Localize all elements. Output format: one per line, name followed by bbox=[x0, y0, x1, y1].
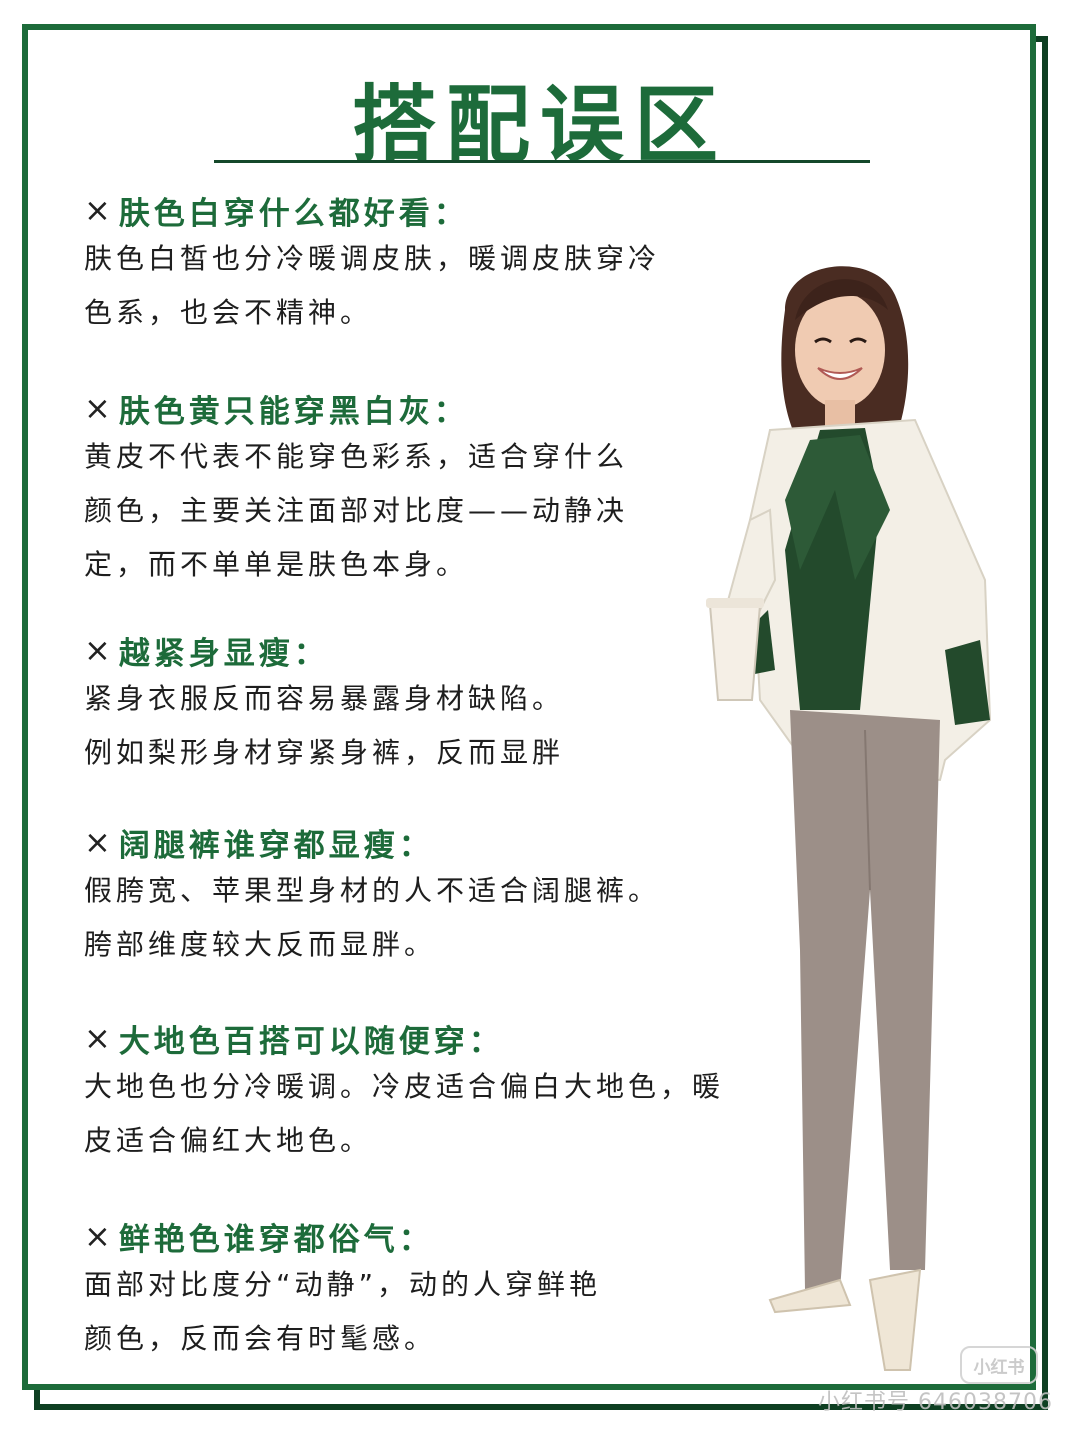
myth-heading: × 越紧身显瘦： bbox=[84, 628, 564, 672]
myth-body-line: 黄皮不代表不能穿色彩系，适合穿什么 bbox=[84, 440, 629, 473]
myth-heading: × 阔腿裤谁穿都显瘦： bbox=[84, 820, 660, 864]
myth-body-line: 面部对比度分“动静”，动的人穿鲜艳 bbox=[84, 1268, 602, 1301]
myth-body-line: 胯部维度较大反而显胖。 bbox=[84, 928, 437, 961]
myth-body-line: 定，而不单单是肤色本身。 bbox=[84, 548, 469, 581]
myth-heading-text: 肤色黄只能穿黑白灰： bbox=[118, 393, 469, 430]
cross-icon: × bbox=[84, 631, 115, 669]
myth-body-line: 紧身衣服反而容易暴露身材缺陷。 bbox=[84, 682, 565, 715]
woman-photo bbox=[706, 266, 992, 1371]
shoe-right bbox=[868, 1268, 922, 1371]
myth-heading: × 鲜艳色谁穿都俗气： bbox=[84, 1214, 601, 1258]
myth-heading: × 肤色黄只能穿黑白灰： bbox=[84, 386, 628, 430]
myth-heading-text: 鲜艳色谁穿都俗气： bbox=[118, 1221, 434, 1258]
trousers bbox=[790, 710, 940, 1290]
myth-heading: × 肤色白穿什么都好看： bbox=[84, 188, 660, 232]
myth-heading-text: 肤色白穿什么都好看： bbox=[118, 195, 469, 232]
myth-body-line: 颜色，反而会有时髦感。 bbox=[84, 1322, 437, 1355]
myth-body-line: 肤色白皙也分冷暖调皮肤，暖调皮肤穿冷 bbox=[84, 242, 661, 275]
myth-body-line: 色系，也会不精神。 bbox=[84, 296, 373, 329]
watermark-text: 小红书号 646038706 bbox=[818, 1390, 1053, 1415]
cross-icon: × bbox=[84, 823, 115, 861]
myth-body-line: 大地色也分冷暖调。冷皮适合偏白大地色，暖 bbox=[84, 1070, 725, 1103]
myth-heading-text: 越紧身显瘦： bbox=[118, 635, 329, 672]
myth-body-line: 皮适合偏红大地色。 bbox=[84, 1124, 373, 1157]
shoe-left bbox=[768, 1278, 852, 1314]
myth-heading: × 大地色百搭可以随便穿： bbox=[84, 1016, 724, 1060]
myth-item-4: × 阔腿裤谁穿都显瘦： 假胯宽、苹果型身材的人不适合阔腿裤。 胯部维度较大反而显… bbox=[84, 820, 660, 972]
face bbox=[795, 292, 885, 408]
myth-item-5: × 大地色百搭可以随便穿： 大地色也分冷暖调。冷皮适合偏白大地色，暖 皮适合偏红… bbox=[84, 1016, 724, 1168]
cross-icon: × bbox=[84, 389, 115, 427]
xiaohongshu-logo: 小红书 bbox=[960, 1346, 1038, 1384]
cross-icon: × bbox=[84, 1019, 115, 1057]
cross-icon: × bbox=[84, 1217, 115, 1255]
myth-heading-text: 阔腿裤谁穿都显瘦： bbox=[118, 827, 434, 864]
myth-body-line: 假胯宽、苹果型身材的人不适合阔腿裤。 bbox=[84, 874, 661, 907]
myth-item-6: × 鲜艳色谁穿都俗气： 面部对比度分“动静”，动的人穿鲜艳 颜色，反而会有时髦感… bbox=[84, 1214, 601, 1366]
myth-body-line: 颜色，主要关注面部对比度——动静决 bbox=[84, 494, 629, 527]
cross-icon: × bbox=[84, 191, 115, 229]
myth-item-1: × 肤色白穿什么都好看： 肤色白皙也分冷暖调皮肤，暖调皮肤穿冷 色系，也会不精神… bbox=[84, 188, 660, 340]
myth-item-3: × 越紧身显瘦： 紧身衣服反而容易暴露身材缺陷。 例如梨形身材穿紧身裤，反而显胖 bbox=[84, 628, 564, 780]
coffee-cup bbox=[708, 604, 762, 701]
myth-body-line: 例如梨形身材穿紧身裤，反而显胖 bbox=[84, 736, 565, 769]
title-divider bbox=[214, 160, 870, 163]
page-title: 搭配误区 bbox=[351, 76, 728, 174]
myth-item-2: × 肤色黄只能穿黑白灰： 黄皮不代表不能穿色彩系，适合穿什么 颜色，主要关注面部… bbox=[84, 386, 628, 592]
myth-heading-text: 大地色百搭可以随便穿： bbox=[118, 1023, 504, 1060]
